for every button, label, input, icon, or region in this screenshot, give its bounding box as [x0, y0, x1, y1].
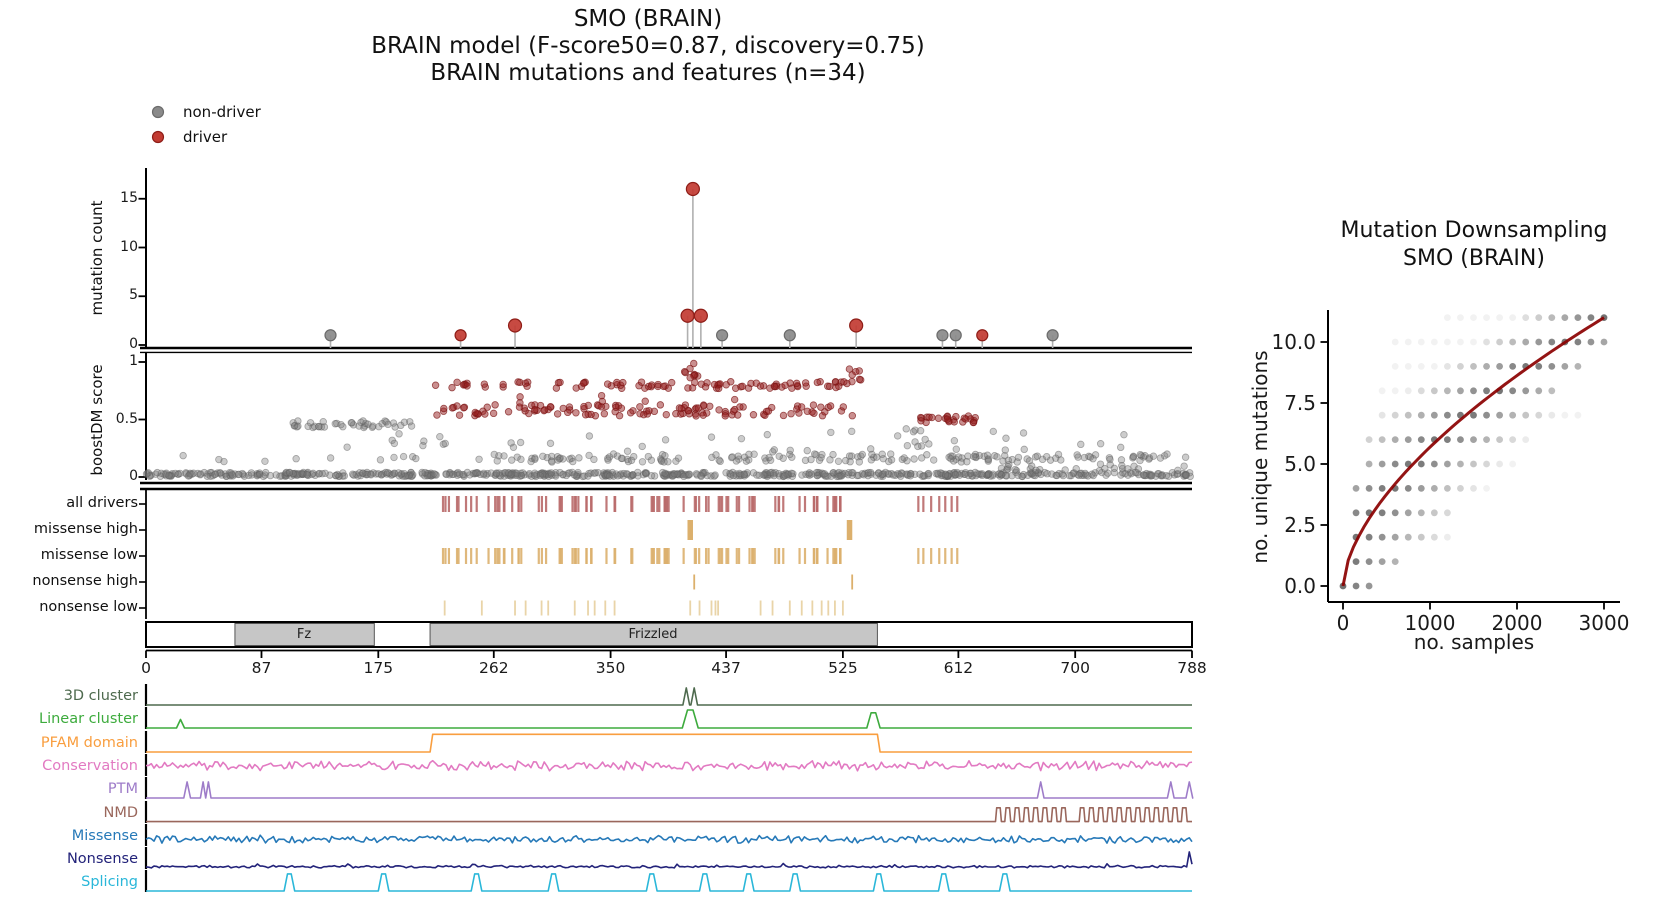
- downsampling-xtick-label: 1000: [1404, 611, 1456, 635]
- downsampling-xlabel: no. samples: [1413, 630, 1535, 654]
- feature-label-3d-cluster: 3D cluster: [63, 688, 138, 704]
- protein-xtick-label: 87: [251, 659, 272, 677]
- domain-label-fz: Fz: [296, 627, 312, 642]
- needle-ytick-label: 10: [120, 238, 138, 255]
- needle-ytick-label: 0: [129, 336, 138, 352]
- main-title-line1: SMO (BRAIN): [573, 6, 723, 32]
- downsampling-title-line1: Mutation Downsampling: [1340, 218, 1608, 243]
- protein-xtick-label: 437: [711, 659, 741, 677]
- protein-xtick-label: 700: [1060, 659, 1090, 677]
- feature-label-nmd: NMD: [103, 805, 138, 821]
- downsampling-ytick-label: 2.5: [1284, 513, 1316, 537]
- protein-xtick-label: 262: [478, 659, 509, 677]
- score-ytick-label: 1: [129, 353, 138, 369]
- downsampling-title-line2: SMO (BRAIN): [1403, 246, 1545, 271]
- downsampling-ytick-label: 7.5: [1284, 391, 1316, 415]
- track-label-missense-low: missense low: [40, 547, 138, 563]
- protein-xtick-label: 0: [141, 659, 151, 677]
- feature-label-linear-cluster: Linear cluster: [39, 711, 138, 727]
- feature-label-splicing: Splicing: [81, 874, 138, 890]
- downsampling-xtick-label: 0: [1336, 611, 1350, 635]
- track-label-nonsense-low: nonsense low: [39, 599, 138, 615]
- feature-label-conservation: Conservation: [42, 758, 138, 774]
- domain-label-frizzled: Frizzled: [628, 627, 678, 642]
- downsampling-ytick-label: 10.0: [1271, 330, 1316, 354]
- protein-xtick-label: 612: [943, 659, 974, 677]
- score-ytick-label: 0: [129, 468, 138, 484]
- downsampling-ytick-label: 5.0: [1284, 452, 1316, 476]
- downsampling-xtick-label: 2000: [1491, 611, 1543, 635]
- feature-label-nonsense: Nonsense: [66, 851, 138, 867]
- protein-xtick-label: 525: [828, 659, 858, 677]
- main-title-line2: BRAIN model (F-score50=0.87, discovery=0…: [371, 33, 925, 59]
- needle-ytick-label: 5: [129, 287, 138, 304]
- track-label-missense-high: missense high: [33, 521, 138, 537]
- needle-ytick-label: 15: [120, 189, 138, 206]
- protein-xtick-label: 788: [1177, 659, 1207, 677]
- track-label-nonsense-high: nonsense high: [32, 573, 138, 589]
- feature-label-pfam-domain: PFAM domain: [40, 735, 138, 751]
- legend-label-driver: driver: [183, 128, 228, 146]
- legend-label-non-driver: non-driver: [183, 103, 261, 121]
- downsampling-ytick-label: 0.0: [1284, 574, 1316, 598]
- main-title-line3: BRAIN mutations and features (n=34): [430, 60, 866, 86]
- protein-xtick-label: 175: [363, 659, 394, 677]
- downsampling-xtick-label: 3000: [1578, 611, 1630, 635]
- score-ytick-label: 0.5: [115, 410, 138, 427]
- track-label-all-drivers: all drivers: [66, 495, 138, 511]
- feature-label-missense: Missense: [71, 828, 138, 844]
- protein-xtick-label: 350: [595, 659, 626, 677]
- feature-label-ptm: PTM: [107, 781, 138, 797]
